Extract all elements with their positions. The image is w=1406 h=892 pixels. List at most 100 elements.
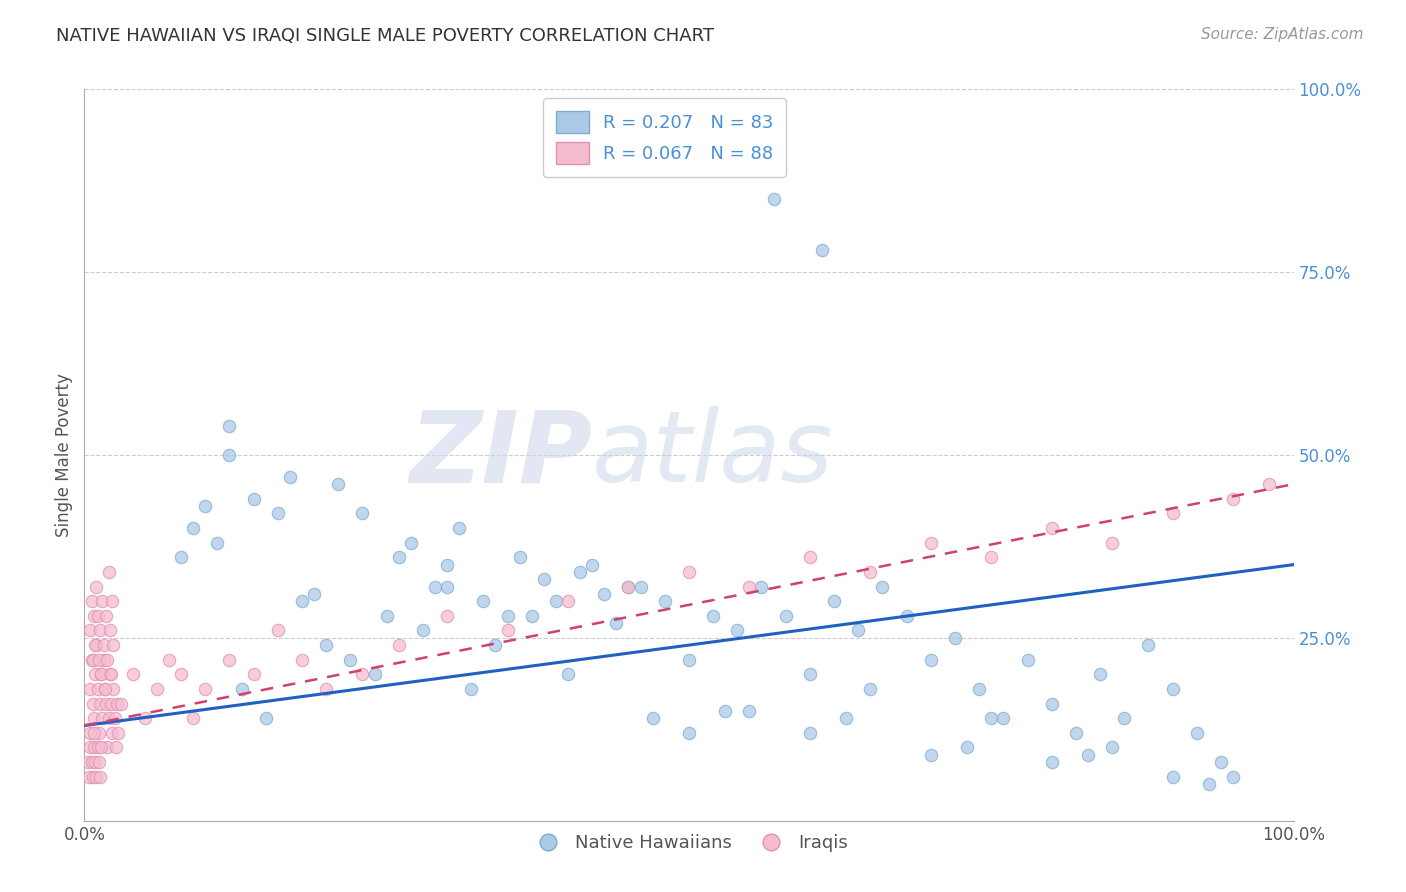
- Point: [678, 565, 700, 579]
- Point: [80, 653, 103, 667]
- Point: [605, 616, 627, 631]
- Point: [1222, 770, 1244, 784]
- Point: [82, 770, 104, 784]
- Point: [83, 608, 105, 623]
- Point: [84, 755, 107, 769]
- Point: [352, 507, 374, 521]
- Point: [352, 667, 374, 681]
- Point: [738, 704, 761, 718]
- Point: [93, 653, 115, 667]
- Point: [1088, 667, 1111, 681]
- Point: [207, 535, 229, 549]
- Point: [110, 697, 132, 711]
- Point: [896, 608, 918, 623]
- Point: [121, 667, 143, 681]
- Point: [678, 653, 700, 667]
- Point: [94, 697, 117, 711]
- Point: [84, 667, 107, 681]
- Point: [846, 624, 869, 638]
- Point: [1017, 653, 1039, 667]
- Point: [775, 608, 797, 623]
- Point: [291, 653, 314, 667]
- Point: [1258, 477, 1281, 491]
- Point: [170, 550, 193, 565]
- Point: [90, 667, 112, 681]
- Point: [799, 726, 821, 740]
- Point: [86, 740, 108, 755]
- Point: [83, 711, 105, 725]
- Point: [90, 740, 112, 755]
- Point: [630, 580, 652, 594]
- Point: [83, 726, 105, 740]
- Point: [460, 681, 482, 696]
- Point: [93, 638, 115, 652]
- Point: [86, 638, 108, 652]
- Point: [77, 770, 100, 784]
- Point: [315, 638, 337, 652]
- Point: [100, 667, 122, 681]
- Point: [496, 608, 519, 623]
- Point: [823, 594, 845, 608]
- Point: [617, 580, 640, 594]
- Point: [79, 624, 101, 638]
- Point: [83, 740, 105, 755]
- Point: [87, 755, 110, 769]
- Point: [105, 697, 128, 711]
- Point: [157, 653, 180, 667]
- Point: [254, 711, 277, 725]
- Point: [1137, 638, 1160, 652]
- Point: [1222, 491, 1244, 506]
- Point: [1040, 755, 1063, 769]
- Point: [1198, 777, 1220, 791]
- Point: [375, 608, 398, 623]
- Point: [641, 711, 664, 725]
- Point: [80, 594, 103, 608]
- Point: [96, 740, 118, 755]
- Point: [835, 711, 858, 725]
- Point: [920, 653, 942, 667]
- Point: [97, 711, 120, 725]
- Point: [278, 470, 301, 484]
- Point: [725, 624, 748, 638]
- Point: [146, 681, 169, 696]
- Point: [956, 740, 979, 755]
- Point: [231, 681, 253, 696]
- Point: [291, 594, 314, 608]
- Point: [302, 587, 325, 601]
- Point: [1114, 711, 1136, 725]
- Point: [569, 565, 592, 579]
- Point: [86, 770, 108, 784]
- Point: [436, 608, 458, 623]
- Point: [79, 740, 101, 755]
- Point: [101, 726, 124, 740]
- Point: [1161, 507, 1184, 521]
- Point: [107, 726, 129, 740]
- Point: [181, 521, 204, 535]
- Point: [484, 638, 506, 652]
- Y-axis label: Single Male Poverty: Single Male Poverty: [55, 373, 73, 537]
- Point: [581, 558, 603, 572]
- Point: [134, 711, 156, 725]
- Point: [859, 565, 882, 579]
- Point: [89, 770, 111, 784]
- Point: [388, 638, 411, 652]
- Point: [714, 704, 737, 718]
- Point: [82, 697, 104, 711]
- Point: [872, 580, 894, 594]
- Text: Source: ZipAtlas.com: Source: ZipAtlas.com: [1201, 27, 1364, 42]
- Point: [702, 608, 724, 623]
- Point: [170, 667, 193, 681]
- Text: NATIVE HAWAIIAN VS IRAQI SINGLE MALE POVERTY CORRELATION CHART: NATIVE HAWAIIAN VS IRAQI SINGLE MALE POV…: [56, 27, 714, 45]
- Point: [967, 681, 990, 696]
- Point: [751, 580, 773, 594]
- Point: [94, 681, 117, 696]
- Point: [1101, 535, 1123, 549]
- Point: [980, 550, 1002, 565]
- Point: [84, 638, 107, 652]
- Point: [194, 499, 217, 513]
- Point: [103, 638, 125, 652]
- Point: [920, 535, 942, 549]
- Point: [520, 608, 543, 623]
- Point: [267, 507, 290, 521]
- Point: [80, 755, 103, 769]
